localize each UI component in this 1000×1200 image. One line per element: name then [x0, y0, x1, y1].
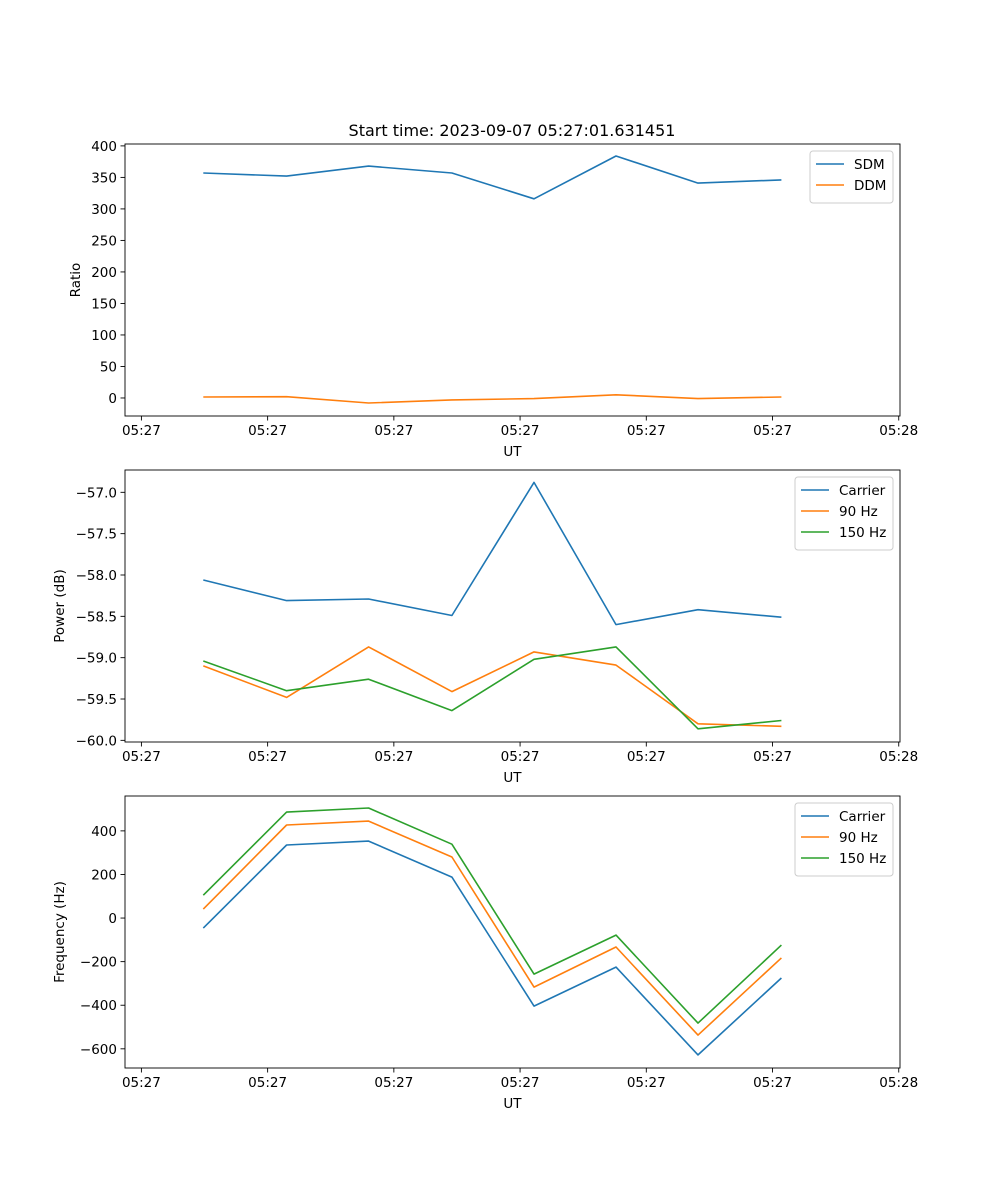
- legend-label: Carrier: [839, 483, 886, 499]
- x-axis-label: UT: [503, 1096, 522, 1112]
- x-tick-label: 05:27: [374, 423, 413, 439]
- y-tick-label: −58.5: [76, 609, 117, 625]
- x-tick-label: 05:27: [627, 1075, 666, 1091]
- legend: SDM DDM: [809, 150, 894, 204]
- x-tick-label: 05:27: [248, 423, 287, 439]
- series-line-carrier: [203, 481, 782, 626]
- legend-label: 150 Hz: [839, 851, 886, 867]
- x-tick-label: 05:28: [879, 749, 918, 765]
- x-tick-label: 05:27: [501, 1075, 540, 1091]
- x-tick-label: 05:27: [248, 749, 287, 765]
- legend: Carrier 90 Hz 150 Hz: [794, 476, 894, 551]
- x-tick-label: 05:27: [753, 423, 792, 439]
- series-line-90-hz: [202, 820, 782, 1036]
- legend-label: Carrier: [839, 809, 886, 825]
- y-tick-label: 150: [91, 296, 117, 312]
- axes-frame: [124, 469, 901, 743]
- legend-label: SDM: [854, 157, 885, 173]
- y-tick-label: 300: [91, 202, 117, 218]
- y-axis-label: Frequency (Hz): [52, 881, 68, 983]
- x-tick-label: 05:27: [122, 749, 161, 765]
- series-line-sdm: [203, 155, 782, 200]
- y-tick-label: 100: [91, 328, 117, 344]
- figure-title: Start time: 2023-09-07 05:27:01.631451: [349, 121, 676, 140]
- axes-frame: [124, 795, 901, 1069]
- legend-label: 90 Hz: [839, 830, 878, 846]
- y-tick-label: 200: [91, 867, 117, 883]
- y-tick-label: 50: [100, 359, 117, 375]
- y-tick-label: −57.5: [76, 527, 117, 543]
- series-line-150-hz: [202, 807, 782, 1024]
- legend-label: 150 Hz: [839, 525, 886, 541]
- x-tick-label: 05:28: [879, 423, 918, 439]
- x-tick-label: 05:27: [248, 1075, 287, 1091]
- series-line-150-hz: [203, 646, 782, 730]
- x-axis-label: UT: [503, 770, 522, 786]
- y-tick-label: 350: [91, 170, 117, 186]
- subplot-2: 05:27 05:27 05:27 05:27 05:27 05:27 05:28 −60.0…: [52, 469, 918, 786]
- y-tick-label: −200: [80, 955, 117, 971]
- y-tick-label: 0: [108, 911, 117, 927]
- y-tick-label: 0: [108, 391, 117, 407]
- y-axis-label: Power (dB): [52, 569, 68, 642]
- y-tick-label: 400: [91, 824, 117, 840]
- x-tick-label: 05:27: [753, 1075, 792, 1091]
- x-tick-label: 05:28: [879, 1075, 918, 1091]
- x-axis-label: UT: [503, 444, 522, 460]
- x-tick-label: 05:27: [374, 749, 413, 765]
- x-tick-label: 05:27: [501, 423, 540, 439]
- x-tick-label: 05:27: [122, 423, 161, 439]
- series-line-90-hz: [203, 646, 782, 728]
- x-tick-label: 05:27: [627, 423, 666, 439]
- x-tick-label: 05:27: [753, 749, 792, 765]
- y-tick-label: −58.0: [76, 568, 117, 584]
- legend-label: 90 Hz: [839, 504, 878, 520]
- x-tick-label: 05:27: [374, 1075, 413, 1091]
- legend: Carrier 90 Hz 150 Hz: [794, 802, 894, 877]
- y-tick-label: −400: [80, 998, 117, 1014]
- y-axis-label: Ratio: [68, 263, 84, 298]
- legend-label: DDM: [854, 178, 886, 194]
- y-tick-label: 250: [91, 233, 117, 249]
- axes-frame: [124, 143, 901, 417]
- subplot-3: 05:27 05:27 05:27 05:27 05:27 05:27 05:28 −600 −…: [52, 795, 918, 1112]
- y-tick-label: −57.0: [76, 485, 117, 501]
- y-tick-label: −60.0: [76, 733, 117, 749]
- series-line-ddm: [203, 393, 782, 404]
- x-tick-label: 05:27: [122, 1075, 161, 1091]
- y-tick-label: −600: [80, 1042, 117, 1058]
- y-tick-label: −59.0: [76, 651, 117, 667]
- subplot-1: 05:27 05:27 05:27 05:27 05:27 05:27 05:28 0 50 10…: [68, 139, 918, 460]
- y-tick-label: 200: [91, 265, 117, 281]
- x-tick-label: 05:27: [501, 749, 540, 765]
- series-line-carrier: [202, 840, 782, 1056]
- x-tick-label: 05:27: [627, 749, 666, 765]
- y-tick-label: −59.5: [76, 692, 117, 708]
- y-tick-label: 400: [91, 139, 117, 155]
